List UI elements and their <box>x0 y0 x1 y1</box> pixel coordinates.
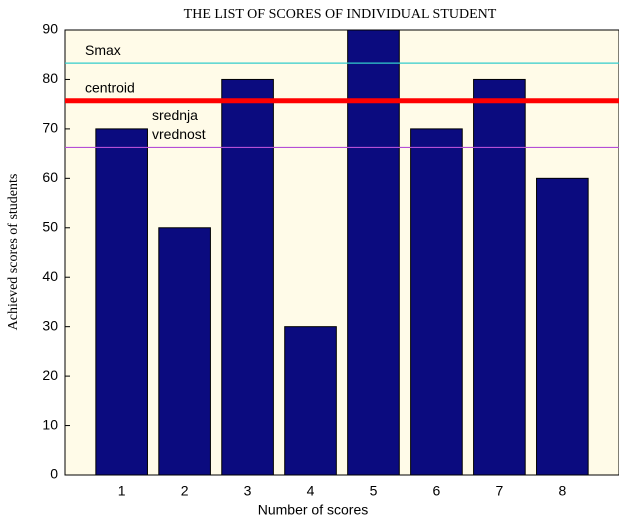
reference-line-label: vrednost <box>152 126 206 142</box>
y-tick-label: 90 <box>42 21 58 37</box>
y-tick-label: 60 <box>42 169 58 185</box>
y-tick-label: 30 <box>42 317 58 333</box>
x-tick-label: 2 <box>181 483 189 499</box>
x-tick-label: 5 <box>370 483 378 499</box>
bar <box>473 78 526 476</box>
y-tick-label: 70 <box>42 120 58 136</box>
bar <box>158 227 211 476</box>
bar <box>95 128 148 476</box>
y-tick-label: 0 <box>50 466 58 482</box>
x-tick-label: 6 <box>433 483 441 499</box>
x-tick-label: 8 <box>558 483 566 499</box>
x-tick-label: 7 <box>495 483 503 499</box>
reference-line-label: Smax <box>85 42 121 58</box>
bar <box>410 128 463 476</box>
y-axis-label: Achieved scores of students <box>6 174 21 331</box>
bar <box>284 326 337 476</box>
y-tick-label: 20 <box>42 367 58 383</box>
plot-area <box>64 29 619 476</box>
bar <box>536 177 589 476</box>
y-tick-label: 80 <box>42 70 58 86</box>
y-tick-label: 10 <box>42 416 58 432</box>
x-tick-label: 3 <box>244 483 252 499</box>
x-tick-label: 1 <box>118 483 126 499</box>
reference-line-label: srednja <box>152 107 198 123</box>
reference-line-label: centroid <box>85 79 135 95</box>
bar <box>221 78 274 476</box>
y-tick-label: 50 <box>42 218 58 234</box>
x-tick-label: 4 <box>307 483 315 499</box>
chart-title: THE LIST OF SCORES OF INDIVIDUAL STUDENT <box>184 7 497 22</box>
x-axis-label: Number of scores <box>258 502 368 518</box>
bar <box>347 29 400 476</box>
y-tick-label: 40 <box>42 268 58 284</box>
